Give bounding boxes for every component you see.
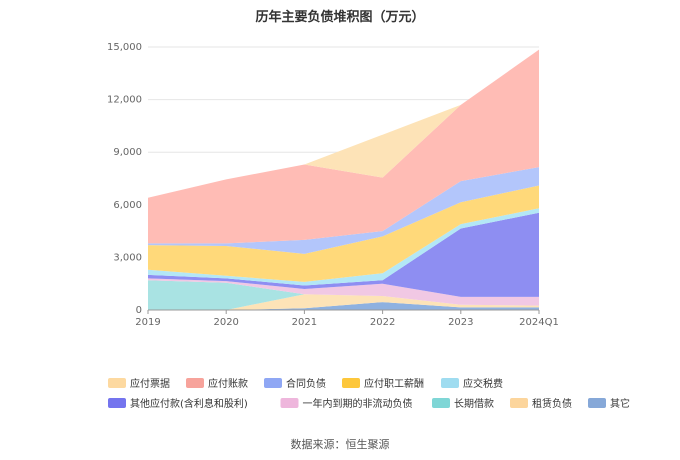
data-source: 数据来源：恒生聚源 <box>290 438 390 451</box>
y-tick-label: 6,000 <box>113 200 142 211</box>
legend-item[interactable]: 应付票据 <box>108 377 170 390</box>
legend-item[interactable]: 一年内到期的非流动负债 <box>280 397 413 410</box>
legend-label: 应付票据 <box>130 377 170 390</box>
legend-label: 其它 <box>610 397 630 410</box>
area-应付票据 <box>148 49 539 198</box>
legend-swatch <box>588 398 606 408</box>
area-合同负债 <box>148 167 539 254</box>
y-tick-label: 0 <box>136 305 142 316</box>
legend-swatch <box>510 398 528 408</box>
x-tick-label: 2021 <box>292 317 317 328</box>
legend-label: 应付职工薪酬 <box>364 377 424 390</box>
legend-label: 长期借款 <box>454 397 494 410</box>
legend-item[interactable]: 应付职工薪酬 <box>342 377 424 390</box>
area-长期借款 <box>148 280 539 310</box>
legend-item[interactable]: 租赁负债 <box>510 397 572 410</box>
y-tick-label: 12,000 <box>107 95 142 106</box>
y-tick-label: 15,000 <box>107 42 142 53</box>
legend-swatch <box>108 398 126 408</box>
legend-swatch <box>432 398 450 408</box>
legend-item[interactable]: 应交税费 <box>441 377 503 390</box>
area-其他应付款(含利息和股利) <box>148 212 539 297</box>
area-series <box>148 49 539 310</box>
axes: 0 3,000 6,000 9,000 12,000 15,000 2019 2020 2021… <box>107 42 559 328</box>
x-tick-label: 2023 <box>448 317 473 328</box>
legend-item[interactable]: 长期借款 <box>432 397 494 410</box>
legend-label: 租赁负债 <box>532 397 572 410</box>
area-应付账款 <box>148 49 539 244</box>
area-租赁负债 <box>148 294 539 310</box>
legend-item[interactable]: 其他应付款(含利息和股利) <box>108 397 248 410</box>
x-tick-label: 2024Q1 <box>519 317 559 328</box>
area-其它 <box>148 302 539 310</box>
legend-swatch <box>280 398 299 408</box>
legend-swatch <box>186 378 204 388</box>
legend-label: 合同负债 <box>286 377 326 390</box>
area-应付职工薪酬 <box>148 185 539 282</box>
legend-label: 其他应付款(含利息和股利) <box>130 397 248 410</box>
chart-title: 历年主要负债堆积图（万元） <box>255 10 425 25</box>
legend-swatch <box>441 378 459 388</box>
legend-item[interactable]: 应付账款 <box>186 377 248 390</box>
legend-label: 应付账款 <box>208 377 248 390</box>
legend-item[interactable]: 合同负债 <box>264 377 326 390</box>
legend-swatch <box>264 378 282 388</box>
legend-label: 应交税费 <box>463 377 503 390</box>
x-tick-label: 2020 <box>213 317 238 328</box>
y-tick-label: 9,000 <box>113 147 142 158</box>
area-一年内到期的非流动负债 <box>148 278 539 306</box>
y-tick-label: 3,000 <box>113 252 142 263</box>
legend-swatch <box>342 378 360 388</box>
x-tick-label: 2022 <box>370 317 395 328</box>
legend-swatch <box>108 378 126 388</box>
x-tick-label: 2019 <box>135 317 160 328</box>
legend-item[interactable]: 其它 <box>588 397 630 410</box>
legend-label: 一年内到期的非流动负债 <box>303 397 413 410</box>
